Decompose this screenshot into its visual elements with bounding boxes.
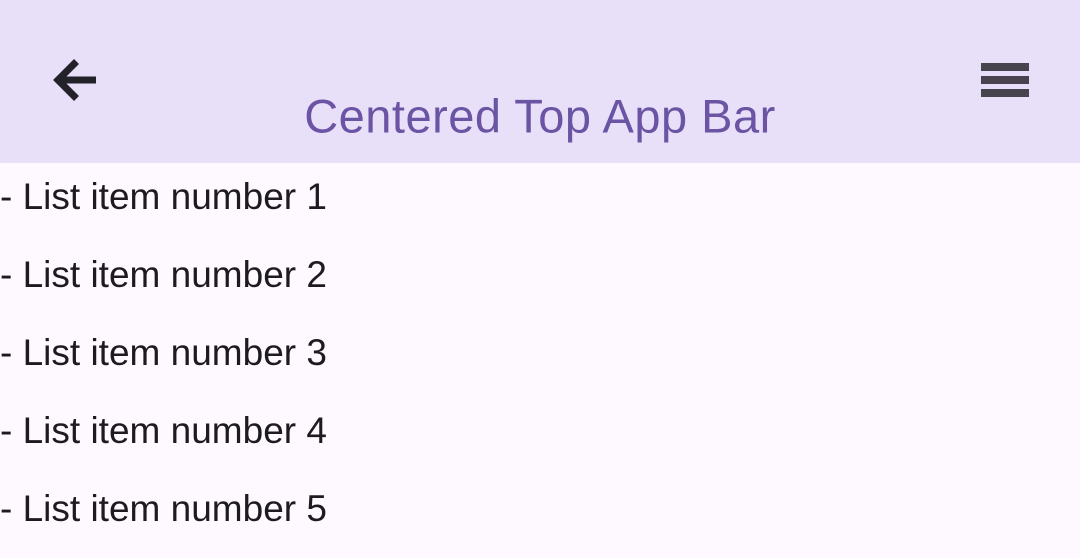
list-item: - List item number 2: [0, 254, 327, 295]
item-list: - List item number 1 - List item number …: [0, 158, 1080, 548]
content-area: - List item number 1 - List item number …: [0, 158, 1080, 548]
top-app-bar: Centered Top App Bar: [0, 0, 1080, 163]
list-item: - List item number 1: [0, 176, 327, 217]
menu-button[interactable]: [957, 34, 1053, 130]
arrow-back-icon: [52, 57, 98, 106]
back-button[interactable]: [27, 34, 123, 130]
page-title: Centered Top App Bar: [304, 89, 776, 143]
hamburger-menu-icon: [981, 63, 1029, 100]
list-item: - List item number 5: [0, 488, 327, 529]
list-item: - List item number 4: [0, 410, 327, 451]
list-item: - List item number 3: [0, 332, 327, 373]
